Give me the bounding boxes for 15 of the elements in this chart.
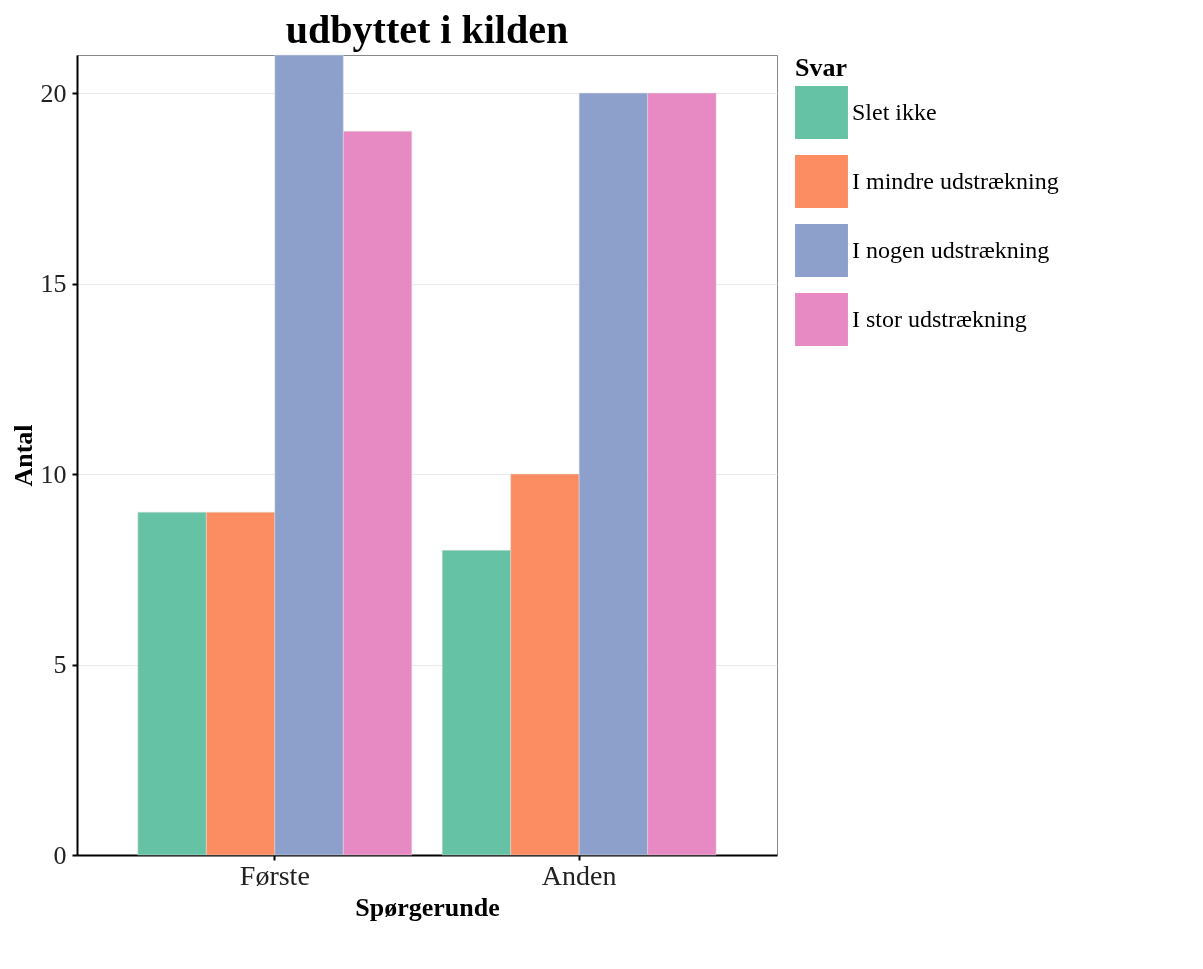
legend-label: I stor udstrækning — [852, 305, 1027, 332]
x-tick-label: Anden — [541, 859, 617, 891]
legend-label: I mindre udstrækning — [852, 167, 1059, 194]
y-axis-title: Antal — [8, 424, 38, 487]
x-tick-label: Første — [239, 859, 310, 891]
y-tick-label: 20 — [40, 78, 67, 108]
legend-title: Svar — [795, 53, 847, 82]
chart-title: udbyttet i kilden — [285, 6, 569, 52]
y-tick-label: 5 — [53, 650, 67, 680]
y-tick-label: 10 — [40, 459, 67, 489]
y-tick-label: 15 — [40, 269, 67, 299]
x-axis-title: Spørgerunde — [355, 892, 500, 922]
y-tick-label: 0 — [53, 840, 67, 870]
legend-label: I nogen udstrækning — [852, 236, 1050, 263]
legend-label: Slet ikke — [852, 98, 937, 125]
